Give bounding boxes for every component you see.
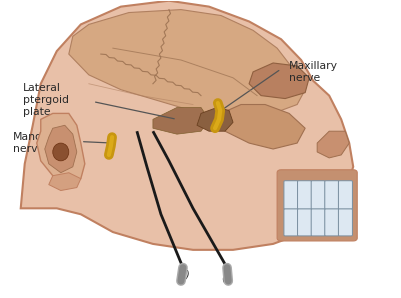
FancyBboxPatch shape xyxy=(283,181,297,209)
Polygon shape xyxy=(249,63,308,99)
FancyBboxPatch shape xyxy=(310,209,324,236)
FancyBboxPatch shape xyxy=(338,181,352,209)
Ellipse shape xyxy=(53,143,69,161)
Polygon shape xyxy=(316,131,348,158)
Text: (ii): (ii) xyxy=(176,269,189,279)
Text: (i): (i) xyxy=(221,272,232,282)
FancyBboxPatch shape xyxy=(276,170,356,241)
Polygon shape xyxy=(69,10,304,119)
Polygon shape xyxy=(49,173,81,190)
Text: Maxillary
nerve: Maxillary nerve xyxy=(288,61,337,83)
FancyBboxPatch shape xyxy=(297,209,311,236)
FancyBboxPatch shape xyxy=(324,209,338,236)
Polygon shape xyxy=(221,105,304,149)
Text: Lateral
ptergoid
plate: Lateral ptergoid plate xyxy=(23,83,69,117)
Polygon shape xyxy=(36,114,85,184)
FancyBboxPatch shape xyxy=(338,209,352,236)
Polygon shape xyxy=(45,125,77,173)
FancyBboxPatch shape xyxy=(324,181,338,209)
FancyBboxPatch shape xyxy=(297,181,311,209)
FancyBboxPatch shape xyxy=(283,209,297,236)
Polygon shape xyxy=(152,108,209,134)
FancyBboxPatch shape xyxy=(310,181,324,209)
Text: Mandibular
nerve: Mandibular nerve xyxy=(13,132,73,154)
Polygon shape xyxy=(21,1,352,250)
Polygon shape xyxy=(196,108,233,131)
